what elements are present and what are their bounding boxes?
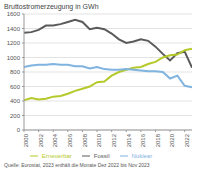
svg-text:600: 600 — [10, 84, 21, 90]
svg-text:200: 200 — [10, 113, 21, 119]
svg-text:2022: 2022 — [184, 133, 190, 147]
svg-text:800: 800 — [10, 69, 21, 75]
html-text:Bruttostromerzeugung in GWh: Bruttostromerzeugung in GWh — [4, 3, 99, 10]
svg-text:1000: 1000 — [8, 55, 21, 61]
svg-text:1200: 1200 — [8, 40, 21, 46]
svg-text:2016: 2016 — [140, 133, 146, 147]
svg-text:2004: 2004 — [52, 133, 58, 147]
html-text:Fossil: Fossil — [93, 153, 110, 159]
svg-text:2008: 2008 — [82, 133, 88, 147]
svg-text:2020: 2020 — [169, 133, 175, 147]
html-text:Erneuerbar: Erneuerbar — [41, 153, 72, 159]
svg-text:0: 0 — [17, 127, 21, 133]
svg-text:400: 400 — [10, 98, 21, 104]
svg-text:1400: 1400 — [8, 26, 21, 32]
svg-text:2010: 2010 — [96, 133, 102, 147]
svg-text:2014: 2014 — [126, 133, 132, 147]
svg-text:2000: 2000 — [23, 133, 29, 147]
svg-text:1600: 1600 — [8, 12, 21, 17]
html-text:Nuklear: Nuklear — [131, 153, 153, 159]
svg-text:2012: 2012 — [111, 133, 117, 147]
svg-text:2018: 2018 — [155, 133, 161, 147]
svg-text:2002: 2002 — [38, 133, 44, 147]
html-text:Quelle: Eurostat, 2023 enthält: Quelle: Eurostat, 2023 enthält die Monat… — [4, 162, 150, 168]
svg-text:2006: 2006 — [67, 133, 73, 147]
